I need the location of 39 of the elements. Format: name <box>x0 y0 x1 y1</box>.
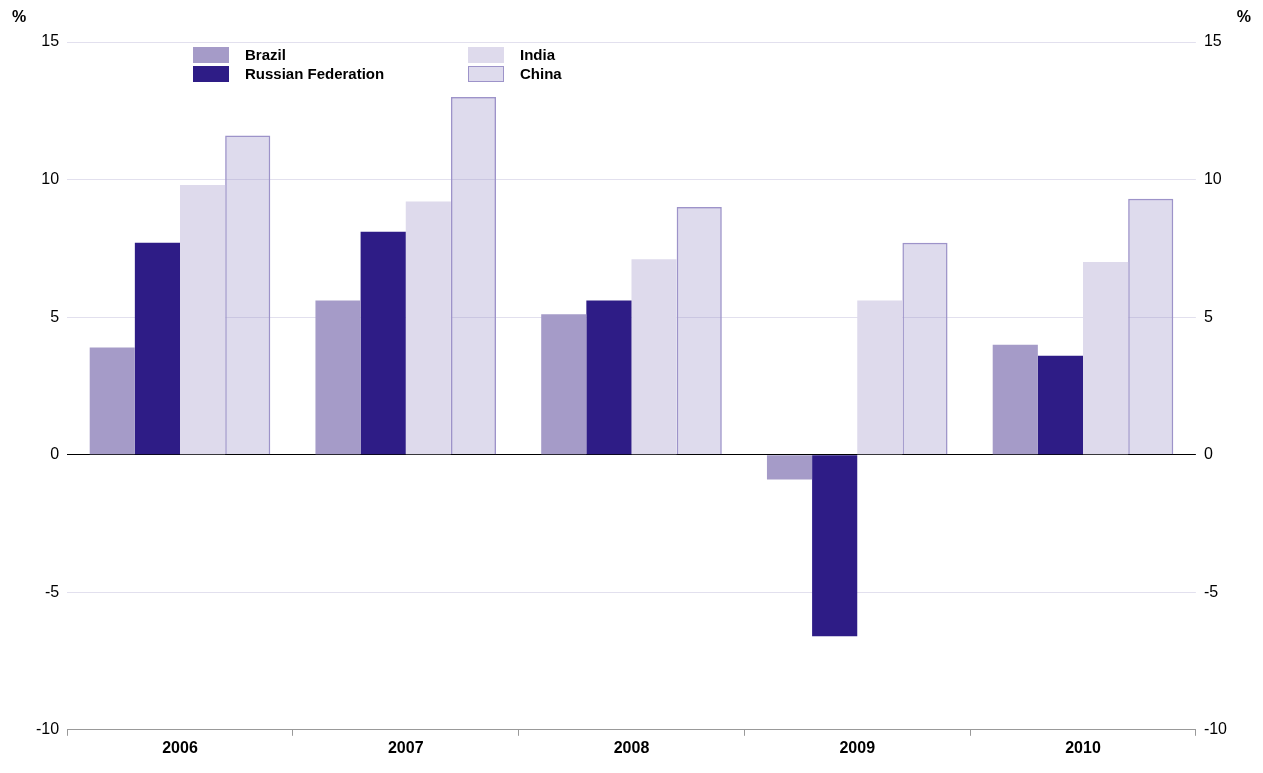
bar <box>676 207 722 455</box>
y-tick-label: 0 <box>50 445 60 463</box>
y2-axis-title: % <box>1236 8 1251 26</box>
bar <box>1037 355 1083 455</box>
legend-label: Russian Federation <box>245 65 385 82</box>
bar <box>180 185 226 455</box>
bar <box>902 242 948 455</box>
bar <box>89 347 135 455</box>
y2-tick-label: 10 <box>1203 169 1222 187</box>
legend-label: China <box>520 65 562 82</box>
x-tick-label: 2010 <box>1065 738 1101 756</box>
x-tick-label: 2008 <box>613 738 650 756</box>
bar <box>992 344 1038 455</box>
bar <box>315 300 361 455</box>
y2-tick-label: -5 <box>1203 582 1219 600</box>
y2-tick-label: 5 <box>1203 307 1213 325</box>
legend-label: Brazil <box>245 46 286 63</box>
bar <box>450 97 497 455</box>
y-tick-label: -10 <box>36 720 60 738</box>
y-tick-label: 10 <box>41 169 60 187</box>
y-tick-label: -5 <box>44 582 60 600</box>
y-axis-title: % <box>12 8 27 26</box>
bar <box>586 300 632 455</box>
y2-tick-label: 15 <box>1203 32 1222 50</box>
bar <box>812 455 858 637</box>
y2-tick-label: -10 <box>1203 720 1228 738</box>
x-tick-label: 2006 <box>162 738 198 756</box>
bar <box>541 314 587 455</box>
y-tick-label: 5 <box>50 307 60 325</box>
bar <box>360 231 406 455</box>
x-tick-label: 2007 <box>387 738 424 756</box>
bar <box>1128 198 1174 455</box>
legend-label: India <box>520 46 556 63</box>
bar <box>225 135 271 455</box>
y-tick-label: 15 <box>41 32 60 50</box>
y2-tick-label: 0 <box>1203 445 1213 463</box>
x-tick-label: 2009 <box>839 738 876 756</box>
bar <box>134 242 180 455</box>
bar <box>766 455 813 480</box>
